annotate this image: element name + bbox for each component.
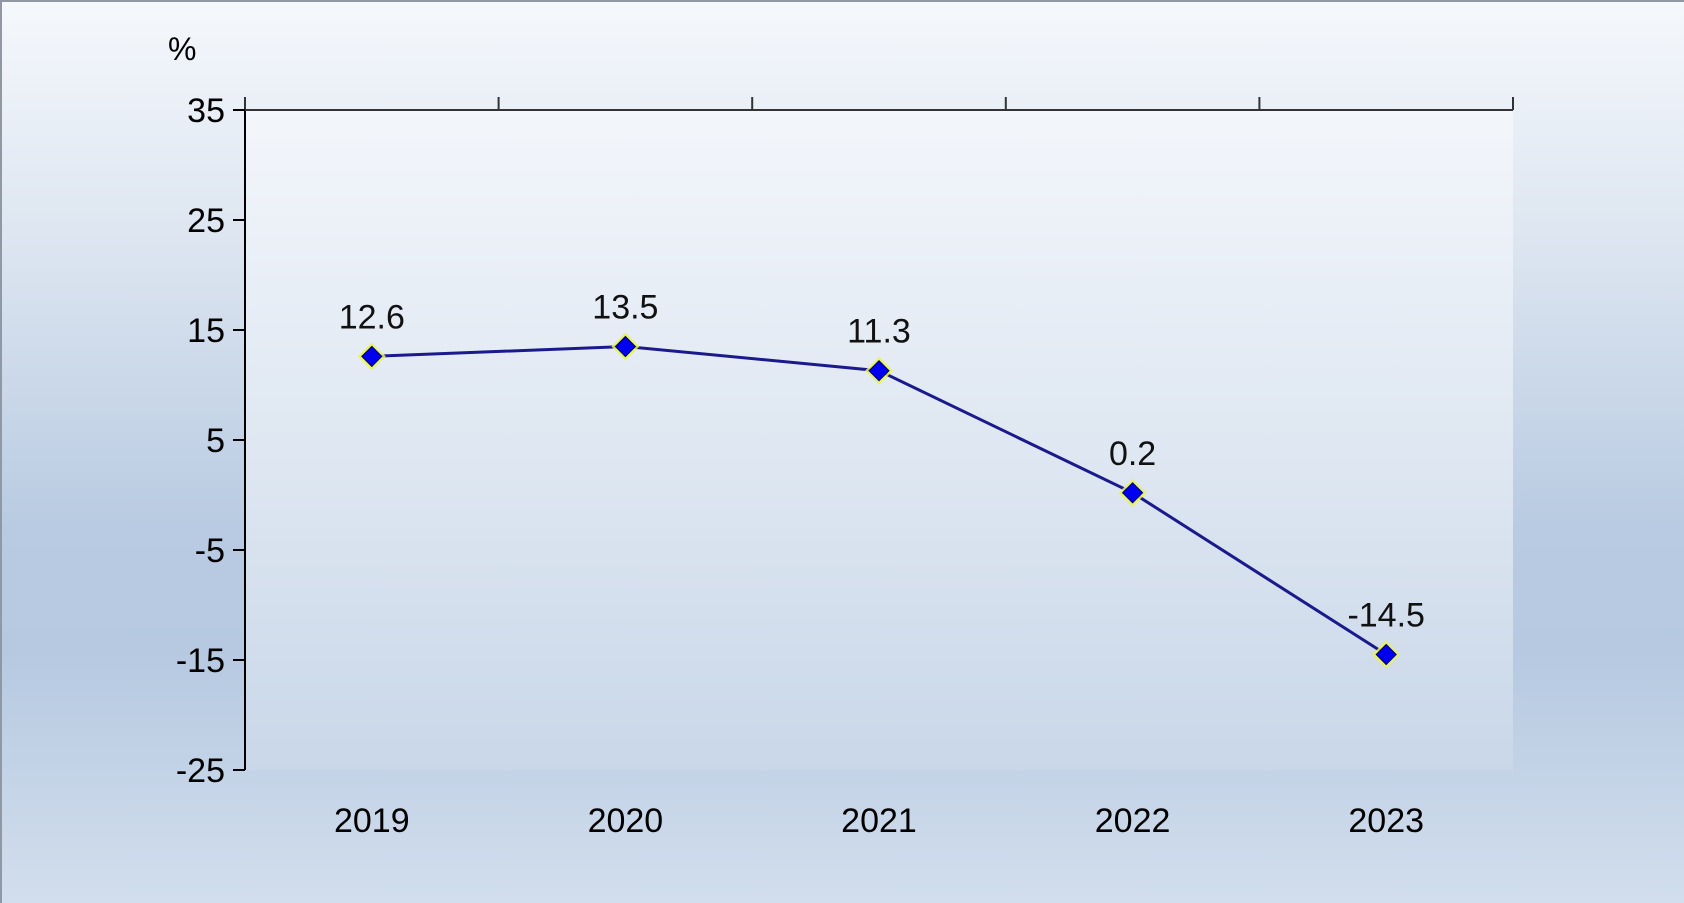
x-tick-label: 2023 (1348, 802, 1424, 840)
y-tick-label: -25 (176, 752, 225, 790)
x-tick-label: 2019 (334, 802, 410, 840)
y-tick-label: 25 (187, 202, 225, 240)
series-group: 12.6 13.5 11.3 0.2 -14.5 (339, 289, 1425, 669)
data-label: 0.2 (1109, 435, 1156, 473)
data-label: 12.6 (339, 298, 405, 336)
plot-area (245, 110, 1513, 770)
axes: -25 -15 -5 5 15 25 35 2019 2020 2021 2022 2023 (176, 92, 1514, 840)
y-tick-label: 15 (187, 312, 225, 350)
x-tick-label: 2020 (588, 802, 664, 840)
x-tick-label: 2021 (841, 802, 917, 840)
y-unit-label: % (168, 31, 196, 67)
data-label: 11.3 (847, 313, 911, 351)
y-tick-label: 5 (206, 422, 225, 460)
data-label: 13.5 (592, 289, 658, 327)
x-tick-label: 2022 (1095, 802, 1171, 840)
y-tick-label: -15 (176, 642, 225, 680)
data-point (1375, 643, 1397, 666)
y-tick-label: 35 (187, 92, 225, 130)
data-point (614, 335, 637, 358)
data-point (1121, 482, 1144, 504)
y-tick-label: -5 (195, 532, 225, 570)
data-point (868, 359, 890, 382)
data-label: -14.5 (1347, 597, 1425, 635)
data-point (361, 345, 383, 368)
